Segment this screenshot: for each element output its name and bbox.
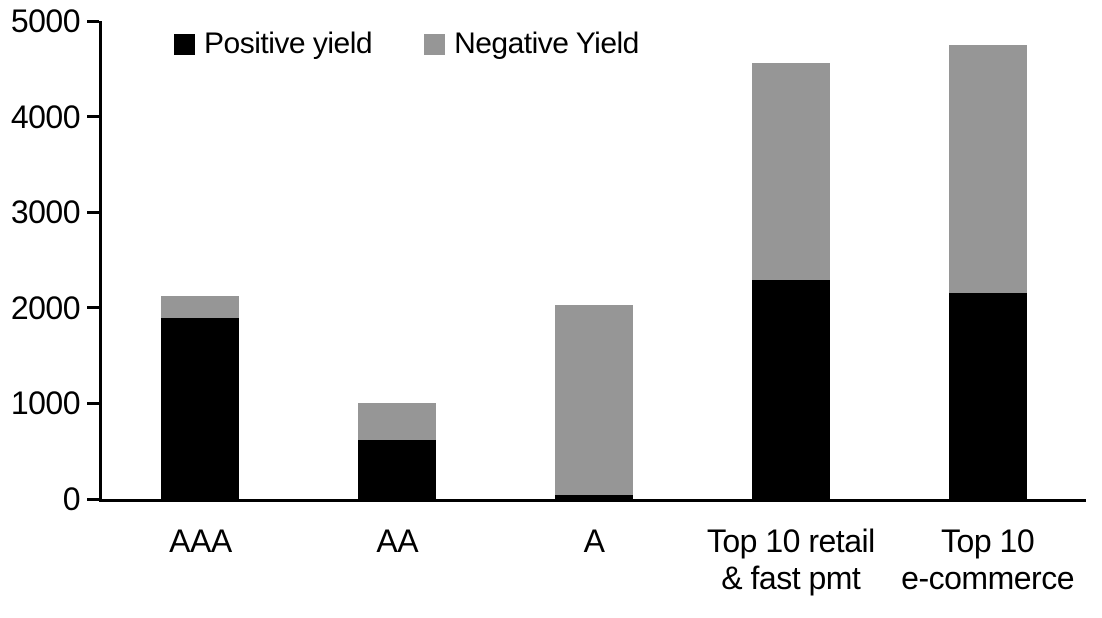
x-axis-label-top-10-e-commerce: Top 10 e-commerce	[901, 523, 1074, 596]
x-axis-label-aaa: AAA	[169, 523, 232, 559]
y-axis-tick-label: 5000	[10, 3, 81, 39]
y-axis-tick-label: 3000	[10, 194, 81, 231]
y-axis-tick-mark	[87, 115, 99, 119]
bar-segment-negative-yield-top-10-e-commerce	[948, 44, 1027, 294]
plot-area	[99, 21, 1086, 502]
bar-segment-negative-yield-aaa	[161, 296, 240, 319]
legend-swatch-icon-positive-yield	[174, 33, 195, 55]
bar-segment-positive-yield-a	[555, 495, 633, 499]
bar-group-a	[555, 21, 633, 499]
bar-segment-negative-yield-top-10-retail-fast-pmt	[751, 63, 830, 281]
bar-segment-positive-yield-aa	[358, 439, 437, 499]
bar-group-aa	[358, 21, 437, 499]
bar-segment-positive-yield-aaa	[161, 318, 240, 499]
bar-segment-positive-yield-top-10-e-commerce	[948, 293, 1027, 499]
bar-segment-negative-yield-aa	[358, 403, 437, 440]
bar-segment-negative-yield-a	[555, 304, 633, 496]
bar-group-top-10-e-commerce	[948, 21, 1027, 499]
legend-item-positive-yield: Positive yield	[174, 27, 373, 61]
y-axis-tick-mark	[87, 401, 99, 405]
legend-label: Positive yield	[204, 27, 373, 60]
y-axis-tick-label: 0	[62, 481, 81, 517]
y-axis-tick-mark	[87, 210, 99, 214]
y-axis-tick-label: 2000	[10, 289, 81, 326]
y-axis-tick-mark	[87, 19, 99, 23]
y-axis-tick-mark	[87, 497, 99, 501]
legend: Positive yield Negative Yield	[174, 27, 639, 61]
legend-swatch-icon-negative-yield	[424, 33, 446, 55]
y-axis-tick-label: 4000	[10, 98, 81, 135]
x-axis-label-a: A	[583, 523, 605, 559]
bar-group-top-10-retail-fast-pmt	[751, 21, 830, 499]
y-axis-tick-label: 1000	[10, 385, 81, 422]
x-axis-label-aa: AA	[376, 523, 419, 559]
y-axis-tick-mark	[87, 306, 99, 310]
legend-item-negative-yield: Negative Yield	[424, 27, 639, 61]
bar-group-aaa	[161, 21, 240, 499]
bar-segment-positive-yield-top-10-retail-fast-pmt	[751, 280, 830, 499]
legend-label: Negative Yield	[454, 27, 639, 60]
x-axis-label-top-10-retail-fast-pmt: Top 10 retail & fast pmt	[706, 523, 875, 596]
